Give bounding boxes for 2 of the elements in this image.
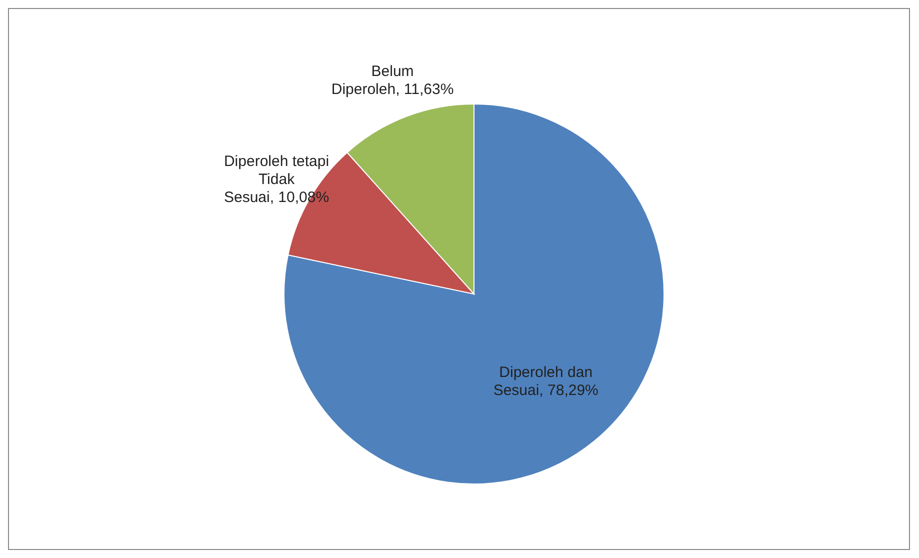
slice-label: Diperoleh dan Sesuai, 78,29%: [492, 364, 600, 400]
slice-label: Belum Diperoleh, 11,63%: [330, 63, 455, 100]
